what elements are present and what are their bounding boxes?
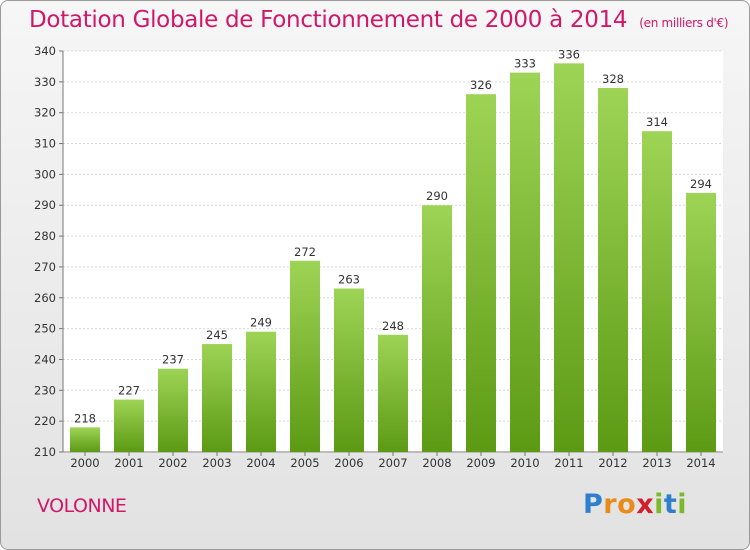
data-label: 272 (294, 245, 316, 259)
data-label: 314 (646, 115, 668, 129)
bar (334, 288, 364, 452)
data-label: 263 (338, 273, 360, 287)
bar (686, 192, 716, 452)
x-tick-label: 2009 (466, 456, 495, 470)
data-label: 328 (602, 72, 624, 86)
bar (202, 344, 232, 452)
bar (70, 427, 100, 452)
x-tick-label: 2001 (114, 456, 143, 470)
bar (554, 63, 584, 452)
chart-subtitle: (en milliers d'€) (639, 16, 729, 30)
y-tick-label: 290 (34, 198, 56, 212)
y-tick-label: 220 (34, 414, 56, 428)
bar (466, 94, 496, 452)
bar (378, 334, 408, 452)
x-tick-label: 2003 (202, 456, 231, 470)
proxiti-logo: Proxiti (583, 489, 687, 520)
y-tick-label: 230 (34, 383, 56, 397)
data-label: 248 (382, 319, 404, 333)
x-tick-label: 2014 (686, 456, 715, 470)
bar (158, 368, 188, 452)
x-tick-label: 2010 (510, 456, 539, 470)
data-label: 294 (690, 177, 712, 191)
x-tick-label: 2000 (70, 456, 99, 470)
bar (246, 331, 276, 452)
bar (510, 72, 540, 452)
y-tick-label: 280 (34, 229, 56, 243)
data-label: 336 (558, 47, 580, 61)
x-tick-label: 2012 (598, 456, 627, 470)
data-label: 227 (118, 384, 140, 398)
y-tick-label: 250 (34, 322, 56, 336)
y-tick-label: 270 (34, 260, 56, 274)
commune-name: VOLONNE (37, 495, 127, 517)
logo-letter: o (617, 489, 637, 520)
bar (598, 88, 628, 452)
x-tick-label: 2006 (334, 456, 363, 470)
logo-letter: P (583, 489, 604, 520)
data-label: 333 (514, 57, 536, 71)
logo-letter: i (677, 489, 688, 520)
y-tick-label: 310 (34, 137, 56, 151)
logo-letter: x (636, 489, 655, 520)
x-tick-label: 2005 (290, 456, 319, 470)
x-tick-label: 2008 (422, 456, 451, 470)
x-tick-label: 2013 (642, 456, 671, 470)
y-tick-label: 320 (34, 106, 56, 120)
data-label: 245 (206, 328, 228, 342)
x-tick-label: 2011 (554, 456, 583, 470)
data-label: 218 (74, 411, 96, 425)
bar (290, 260, 320, 452)
x-tick-label: 2002 (158, 456, 187, 470)
y-tick-label: 300 (34, 167, 56, 181)
bar (642, 131, 672, 452)
bar (422, 205, 452, 452)
data-label: 249 (250, 316, 272, 330)
y-tick-label: 240 (34, 352, 56, 366)
logo-letter: t (663, 489, 678, 520)
x-tick-label: 2007 (378, 456, 407, 470)
y-tick-label: 330 (34, 75, 56, 89)
data-label: 237 (162, 353, 184, 367)
x-tick-label: 2004 (246, 456, 275, 470)
y-tick-label: 210 (34, 445, 56, 459)
logo-letter: r (603, 489, 618, 520)
data-label: 326 (470, 78, 492, 92)
logo-letter: i (654, 489, 664, 520)
y-tick-label: 260 (34, 291, 56, 305)
bar (114, 399, 144, 452)
chart-title: Dotation Globale de Fonctionnement de 20… (29, 7, 729, 33)
y-tick-label: 340 (34, 44, 56, 58)
data-label: 290 (426, 189, 448, 203)
